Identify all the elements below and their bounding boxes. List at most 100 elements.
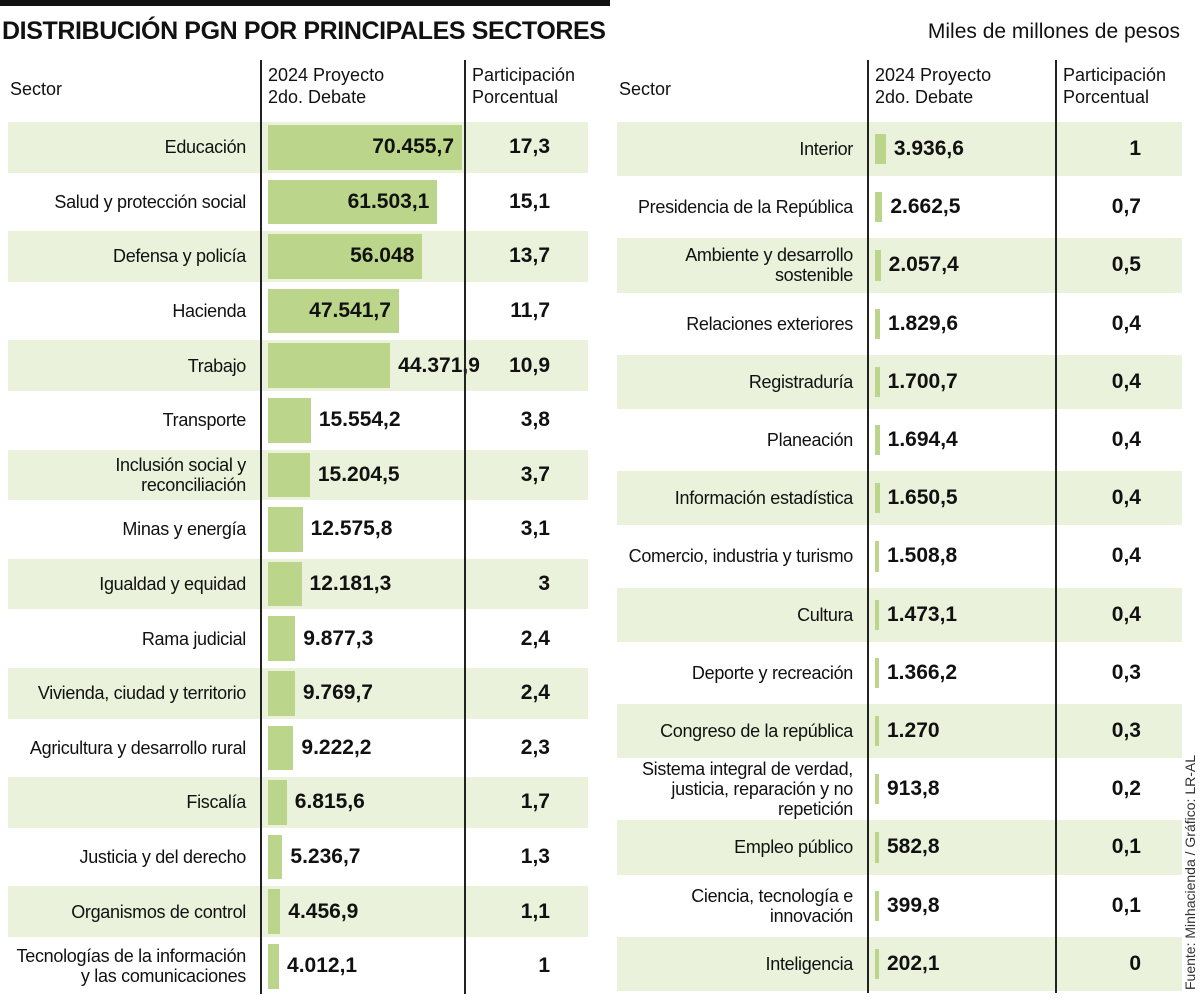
share-label: 0,3 (1111, 719, 1141, 743)
sector-label: Interior (617, 122, 853, 176)
sector-label: Presidencia de la República (617, 180, 853, 234)
sector-label-text: Presidencia de la República (638, 197, 853, 217)
value-bar (268, 343, 391, 388)
sector-label-line: y las comunicaciones (80, 966, 246, 987)
value-label: 2.057,4 (888, 253, 959, 277)
sector-label-line: Inclusión social y reconciliación (115, 454, 246, 495)
sector-label-text: Interior (799, 139, 853, 159)
sector-label: Organismos de control (8, 886, 246, 937)
title-rule (0, 0, 610, 6)
share-label: 2,3 (520, 735, 550, 759)
table-row: Educación 70.455,7 17,3 (8, 122, 588, 173)
sector-label-text: Transporte (163, 410, 247, 430)
sector-label-line: Sistema integral de verdad, (641, 759, 853, 780)
value-bar (268, 561, 302, 607)
sector-label-line: Empleo público (734, 837, 853, 858)
table-row: Interior 3.936,6 1 (617, 122, 1182, 177)
table-row: Fiscalía 6.815,6 1,7 (8, 777, 588, 828)
table-row: Defensa y policía 56.048 13,7 (8, 231, 588, 282)
sector-label-line: Información estadística (674, 488, 854, 509)
share-label: 2,4 (520, 681, 550, 705)
value-bar (875, 192, 883, 223)
sector-label-text: Inclusión social y reconciliación (8, 455, 246, 495)
sector-label-line: Registraduría (748, 371, 853, 392)
sector-label-line: Igualdad y equidad (99, 574, 246, 595)
sector-label: Tecnologías de la información y las comun… (8, 941, 247, 992)
value-bar (875, 541, 880, 572)
sector-label: Registraduría (617, 355, 853, 409)
table-row: Trabajo 44.371,9 10,9 (8, 340, 588, 391)
column-header-share: Participación Porcentual (1063, 64, 1166, 108)
table-row: Igualdad y equidad 12.181,3 3 (8, 558, 588, 610)
column-divider (260, 60, 262, 994)
sector-label-text: Ambiente y desarrollo sostenible (617, 245, 853, 285)
table-row: Rama judicial 9.877,3 2,4 (8, 613, 588, 664)
share-label: 3,1 (520, 517, 550, 541)
sector-label-text: Educación (165, 137, 247, 157)
sector-label: Igualdad y equidad (8, 559, 246, 610)
value-label: 1.473,1 (887, 602, 958, 626)
column-header-share: Participación Porcentual (472, 64, 575, 108)
table-row: Inteligencia 202,1 0 (617, 936, 1182, 991)
value-bar (875, 774, 879, 805)
sector-label-text: Sistema integral de verdad, justicia, rep… (617, 759, 853, 819)
sector-label: Salud y protección social (8, 177, 246, 228)
value-label: 1.650,5 (887, 486, 958, 510)
sector-label-line: Minas y energía (122, 519, 246, 540)
share-label: 0,5 (1111, 253, 1141, 277)
left-table: Sector 2024 Proyecto 2do. Debate Participac… (8, 60, 588, 994)
value-bar (875, 308, 881, 339)
sector-label-line: Presidencia de la República (637, 197, 853, 218)
value-bar (268, 944, 280, 989)
value-bar (268, 834, 283, 880)
value-label: 4.012,1 (287, 954, 358, 978)
column-divider (464, 60, 466, 994)
share-label: 0,4 (1111, 486, 1141, 510)
value-label: 913,8 (887, 777, 940, 801)
sector-label-text: Agricultura y desarrollo rural (30, 738, 246, 758)
sector-label-text: Registraduría (749, 372, 853, 392)
value-bar (268, 780, 287, 825)
share-label: 10,9 (509, 353, 550, 377)
sector-label-line: Planeación (766, 430, 853, 451)
table-row: Inclusión social y reconciliación 15.204,… (8, 449, 588, 501)
value-label: 1.829,6 (888, 311, 959, 335)
table-row: Deporte y recreación 1.366,2 0,3 (617, 646, 1182, 700)
sector-label-text: Ciencia, tecnología e innovación (617, 886, 853, 926)
sector-label: Inclusión social y reconciliación (8, 450, 246, 501)
value-bar (875, 366, 880, 397)
share-label: 0,1 (1111, 835, 1141, 859)
sector-label-text: Planeación (767, 430, 853, 450)
sector-label: Transporte (8, 395, 247, 446)
column-header-sector: Sector (10, 79, 63, 99)
table-row: Presidencia de la República 2.662,5 0,7 (617, 180, 1182, 234)
value-bar (268, 725, 294, 771)
sector-label-text: Comercio, industria y turismo (629, 546, 854, 566)
sector-label-line: Fiscalía (186, 792, 246, 813)
units-label: Miles de millones de pesos (927, 20, 1180, 43)
share-label: 0,4 (1111, 428, 1141, 452)
value-bar (268, 234, 423, 279)
sector-label: Sistema integral de verdad, justicia, rep… (617, 759, 853, 819)
table-row: Justicia y del derecho 5.236,7 1,3 (8, 832, 588, 883)
sector-label: Trabajo (8, 340, 247, 391)
sector-label: Minas y energía (8, 504, 246, 555)
sector-label-line: Ciencia, tecnología e innovación (691, 885, 853, 926)
sector-label: Justicia y del derecho (8, 832, 247, 883)
sector-label-line: Rama judicial (141, 628, 246, 649)
table-row: Relaciones exteriores 1.829,6 0,4 (617, 297, 1182, 351)
value-bar (268, 398, 311, 443)
table-row: Información estadística 1.650,5 0,4 (617, 471, 1182, 526)
value-label: 1.700,7 (887, 369, 958, 393)
value-bar (268, 616, 296, 661)
share-label: 1,3 (520, 845, 550, 869)
table-row: Minas y energía 12.575,8 3,1 (8, 504, 588, 555)
share-label: 11,7 (510, 299, 550, 323)
value-label: 47.541,7 (309, 299, 391, 323)
share-label: 0,4 (1111, 544, 1141, 568)
value-label: 70.455,7 (372, 135, 454, 159)
column-header-line: 2do. Debate (875, 87, 974, 107)
sector-label-text: Rama judicial (142, 629, 246, 649)
value-label: 2.662,5 (890, 195, 961, 219)
sector-label-text: Fiscalía (186, 792, 246, 812)
